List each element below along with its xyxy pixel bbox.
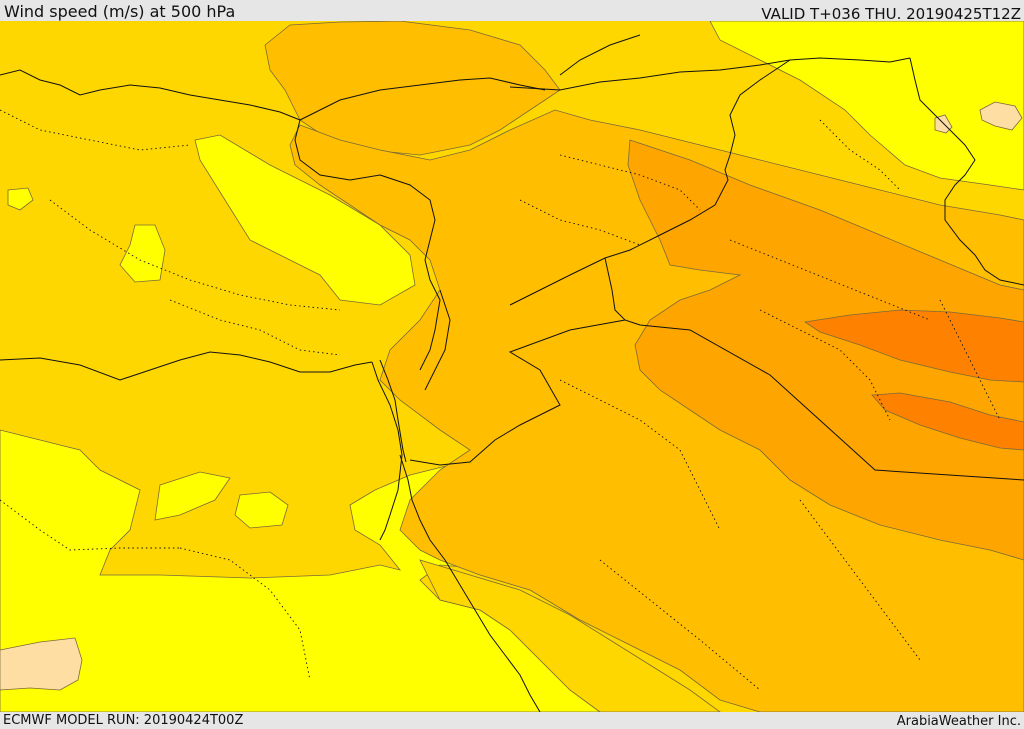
- band-5-streak-1: [803, 309, 1024, 383]
- model-run: ECMWF MODEL RUN: 20190424T00Z: [3, 713, 244, 728]
- yellow-spot-1: [119, 224, 166, 283]
- yellow-spot-4: [234, 491, 289, 529]
- wind-speed-map: [0, 21, 1024, 712]
- band-3-north: [264, 21, 561, 156]
- coastlines: [0, 34, 641, 712]
- yellow-region-anatolia: [194, 134, 416, 306]
- band-4-belt: [627, 139, 1024, 561]
- yellow-spot-3: [154, 471, 231, 521]
- band-5-streak-2: [871, 392, 1024, 451]
- map-title: Wind speed (m/s) at 500 hPa: [4, 2, 236, 21]
- valid-time: VALID T+036 THU. 20190425T12Z: [761, 5, 1021, 23]
- yellow-spot-2: [7, 187, 34, 211]
- header-bar: Wind speed (m/s) at 500 hPa VALID T+036 …: [0, 0, 1024, 23]
- low-region-southwest: [0, 637, 83, 691]
- country-borders: [379, 57, 1024, 481]
- province-borders: [0, 109, 1001, 691]
- yellow-region-northeast: [709, 21, 1024, 191]
- band-2-levant-strip: [419, 559, 721, 712]
- credit-label: ArabiaWeather Inc.: [896, 714, 1021, 729]
- low-region-northeast: [979, 101, 1023, 131]
- footer-bar: ECMWF MODEL RUN: 20190424T00Z ArabiaWeat…: [0, 712, 1024, 729]
